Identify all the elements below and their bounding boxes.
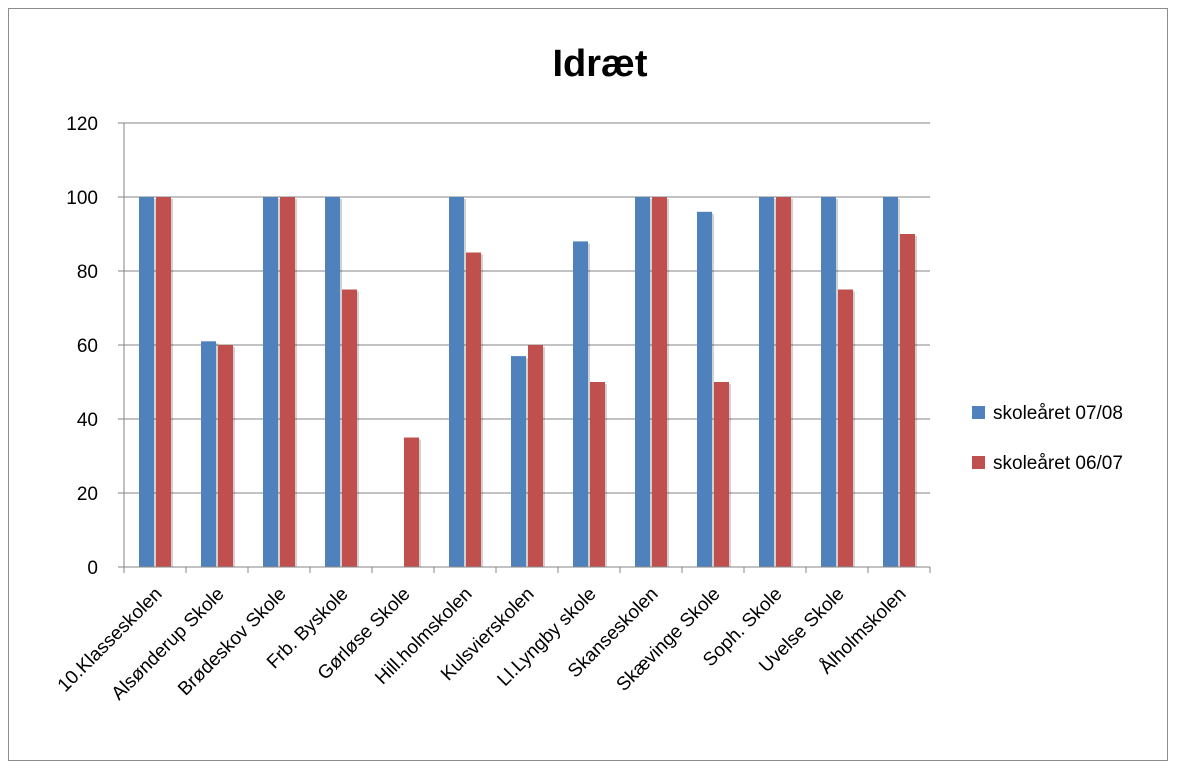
y-tick-label: 80	[77, 262, 98, 283]
bar	[404, 437, 419, 567]
x-tick-label: Skævinge Skole	[613, 584, 725, 696]
legend-swatch	[972, 406, 985, 419]
legend-label: skoleåret 06/07	[993, 453, 1123, 474]
legend-label: skoleåret 07/08	[993, 403, 1123, 424]
x-tick-label: Brødeskov Skole	[174, 584, 290, 700]
bar	[263, 197, 278, 567]
bar	[139, 197, 154, 567]
bar	[466, 252, 481, 567]
x-tick-label: Alsønderup Skole	[108, 584, 229, 705]
y-tick-label: 100	[66, 188, 98, 209]
y-tick-label: 20	[77, 484, 98, 505]
bar	[759, 197, 774, 567]
bar	[573, 241, 588, 567]
bar	[156, 197, 171, 567]
y-tick-label: 40	[77, 410, 98, 431]
chart-title: Idræt	[553, 43, 648, 85]
bar	[838, 289, 853, 567]
bar	[776, 197, 791, 567]
x-axis	[123, 566, 931, 573]
legend-swatch	[972, 456, 985, 469]
bar	[325, 197, 340, 567]
bar	[652, 197, 667, 567]
bar	[342, 289, 357, 567]
y-tick-label: 60	[77, 336, 98, 357]
bar	[511, 356, 526, 567]
y-axis-ticks: 0 20 40 60 80 100 120	[66, 114, 125, 579]
bar	[635, 197, 650, 567]
bar	[883, 197, 898, 567]
bar	[280, 197, 295, 567]
bar	[714, 382, 729, 567]
bar	[697, 211, 712, 568]
bar	[590, 382, 605, 567]
y-tick-label: 0	[87, 558, 98, 579]
bar	[900, 234, 915, 567]
bar	[821, 197, 836, 567]
bar	[218, 345, 233, 567]
bar	[201, 341, 216, 567]
bars	[139, 197, 917, 568]
bar	[528, 345, 543, 567]
x-tick-label: 10.Klasseskolen	[54, 584, 167, 697]
gridlines	[124, 122, 930, 494]
bar	[449, 197, 464, 567]
y-tick-label: 120	[66, 114, 98, 135]
legend: skoleåret 07/08 skoleåret 06/07	[972, 403, 1123, 474]
